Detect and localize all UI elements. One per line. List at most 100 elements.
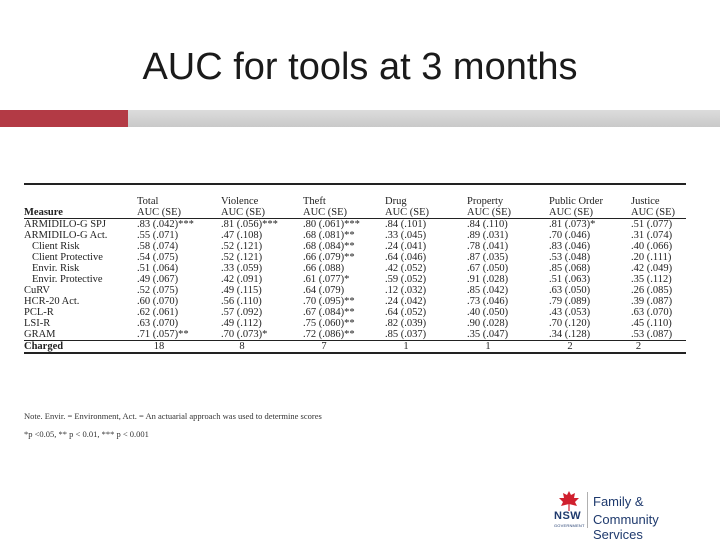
row-value: .39 (.087) — [631, 296, 673, 307]
logo-divider — [587, 492, 588, 528]
row-value: .63 (.070) — [137, 318, 179, 329]
col-header-justice: Justice — [631, 196, 660, 207]
row-measure: ARMIDILO-G Act. — [24, 230, 108, 241]
col-header-public-order: Public Order — [549, 196, 603, 207]
header-row-sub: Measure AUC (SE) AUC (SE) AUC (SE) AUC (… — [24, 207, 686, 219]
col-sub-theft: AUC (SE) — [303, 207, 385, 219]
logo-family-text: Family & — [593, 494, 644, 509]
charged-label: Charged — [24, 340, 137, 354]
charged-drug: 1 — [385, 340, 467, 354]
row-value: .31 (.074) — [631, 230, 673, 241]
row-value: .52 (.121) — [221, 252, 263, 263]
row-value: .51 (.077) — [631, 219, 673, 230]
row-value: .52 (.121) — [221, 241, 263, 252]
row-value: .79 (.089) — [549, 296, 591, 307]
row-value: .64 (.079) — [303, 285, 345, 296]
row-value: .64 (.046) — [385, 252, 427, 263]
row-value: .87 (.035) — [467, 252, 509, 263]
row-value: .81 (.073)* — [549, 219, 596, 230]
row-measure: HCR-20 Act. — [24, 296, 80, 307]
row-value: .55 (.071) — [137, 230, 179, 241]
row-value: .26 (.085) — [631, 285, 673, 296]
row-value: .67 (.050) — [467, 263, 509, 274]
row-value: .59 (.052) — [385, 274, 427, 285]
table-row: GRAM .71 (.057)** .70 (.073)* .72 (.086)**.… — [24, 329, 686, 341]
row-measure: PCL-R — [24, 307, 54, 318]
row-measure: Client Risk — [32, 241, 80, 252]
row-value: .82 (.039) — [385, 318, 427, 329]
row-value: .85 (.042) — [467, 285, 509, 296]
row-measure: Envir. Protective — [32, 274, 103, 285]
row-value: .81 (.056)*** — [221, 219, 278, 230]
row-value: .42 (.091) — [221, 274, 263, 285]
row-value: .53 (.048) — [549, 252, 591, 263]
row-value: .83 (.046) — [549, 241, 591, 252]
col-sub-property: AUC (SE) — [467, 207, 549, 219]
row-value: .70 (.095)** — [303, 296, 355, 307]
row-value: .56 (.110) — [221, 296, 262, 307]
charged-row: Charged 18 8 7 1 1 2 2 — [24, 340, 686, 354]
table-row: LSI-R .63 (.070) .49 (.112) .75 (.060)** .82… — [24, 318, 686, 329]
row-value: .49 (.112) — [221, 318, 262, 329]
row-value: .71 (.057)** — [137, 329, 189, 340]
row-value: .33 (.045) — [385, 230, 427, 241]
charged-property: 1 — [467, 340, 549, 354]
header-row-groups: Total Violence Theft Drug Property Publi… — [24, 196, 686, 207]
charged-public-order: 2 — [549, 340, 631, 354]
col-sub-public-order: AUC (SE) — [549, 207, 631, 219]
row-value: .89 (.031) — [467, 230, 509, 241]
row-value: .33 (.059) — [221, 263, 263, 274]
row-value: .42 (.049) — [631, 263, 673, 274]
row-value: .47 (.108) — [221, 230, 263, 241]
row-value: .20 (.111) — [631, 252, 672, 263]
row-value: .72 (.086)** — [303, 329, 355, 340]
col-sub-total: AUC (SE) — [137, 207, 221, 219]
table-row: PCL-R .62 (.061) .57 (.092) .67 (.084)** .64… — [24, 307, 686, 318]
row-value: .35 (.047) — [467, 329, 509, 340]
accent-bar-red — [0, 110, 128, 127]
government-logo-text: GOVERNMENT — [554, 523, 585, 528]
charged-total: 18 — [137, 340, 221, 354]
table-row: Client Protective .54 (.075) .52 (.121) .66… — [24, 252, 686, 263]
row-value: .85 (.068) — [549, 263, 591, 274]
row-value: .63 (.050) — [549, 285, 591, 296]
row-value: .53 (.087) — [631, 329, 673, 340]
table-row: HCR-20 Act. .60 (.070) .56 (.110) .70 (.095… — [24, 296, 686, 307]
table-row: ARMIDILO-G Act. .55 (.071) .47 (.108) .68 (… — [24, 230, 686, 241]
auc-table: Total Violence Theft Drug Property Publi… — [24, 183, 686, 354]
row-measure: ARMIDILO-G SPJ — [24, 219, 106, 230]
charged-justice: 2 — [631, 340, 686, 354]
logo-community-text: Community Services — [593, 512, 659, 542]
row-value: .68 (.081)** — [303, 230, 355, 241]
row-measure: LSI-R — [24, 318, 51, 329]
significance-note: *p <0.05, ** p < 0.01, *** p < 0.001 — [24, 429, 149, 439]
row-value: .35 (.112) — [631, 274, 672, 285]
row-value: .78 (.041) — [467, 241, 509, 252]
col-header-drug: Drug — [385, 196, 407, 207]
row-value: .64 (.052) — [385, 307, 427, 318]
row-value: .83 (.042)*** — [137, 219, 194, 230]
row-value: .42 (.052) — [385, 263, 427, 274]
col-sub-violence: AUC (SE) — [221, 207, 303, 219]
row-measure: GRAM — [24, 329, 56, 340]
table-row: Envir. Risk .51 (.064) .33 (.059) .66 (.088… — [24, 263, 686, 274]
col-header-total: Total — [137, 196, 159, 207]
row-value: .66 (.088) — [303, 263, 345, 274]
charged-theft: 7 — [303, 340, 385, 354]
row-value: .49 (.067) — [137, 274, 179, 285]
row-value: .75 (.060)** — [303, 318, 355, 329]
row-value: .45 (.110) — [631, 318, 672, 329]
row-value: .49 (.115) — [221, 285, 262, 296]
col-header-theft: Theft — [303, 196, 326, 207]
col-header-violence: Violence — [221, 196, 259, 207]
row-value: .24 (.042) — [385, 296, 427, 307]
row-value: .52 (.075) — [137, 285, 179, 296]
row-value: .67 (.084)** — [303, 307, 355, 318]
row-value: .63 (.070) — [631, 307, 673, 318]
row-value: .84 (.110) — [467, 219, 508, 230]
row-value: .84 (.101) — [385, 219, 427, 230]
row-value: .51 (.064) — [137, 263, 179, 274]
row-value: .51 (.063) — [549, 274, 591, 285]
row-value: .54 (.075) — [137, 252, 179, 263]
table-body: ARMIDILO-G SPJ .83 (.042)*** .81 (.056)***… — [24, 219, 686, 341]
